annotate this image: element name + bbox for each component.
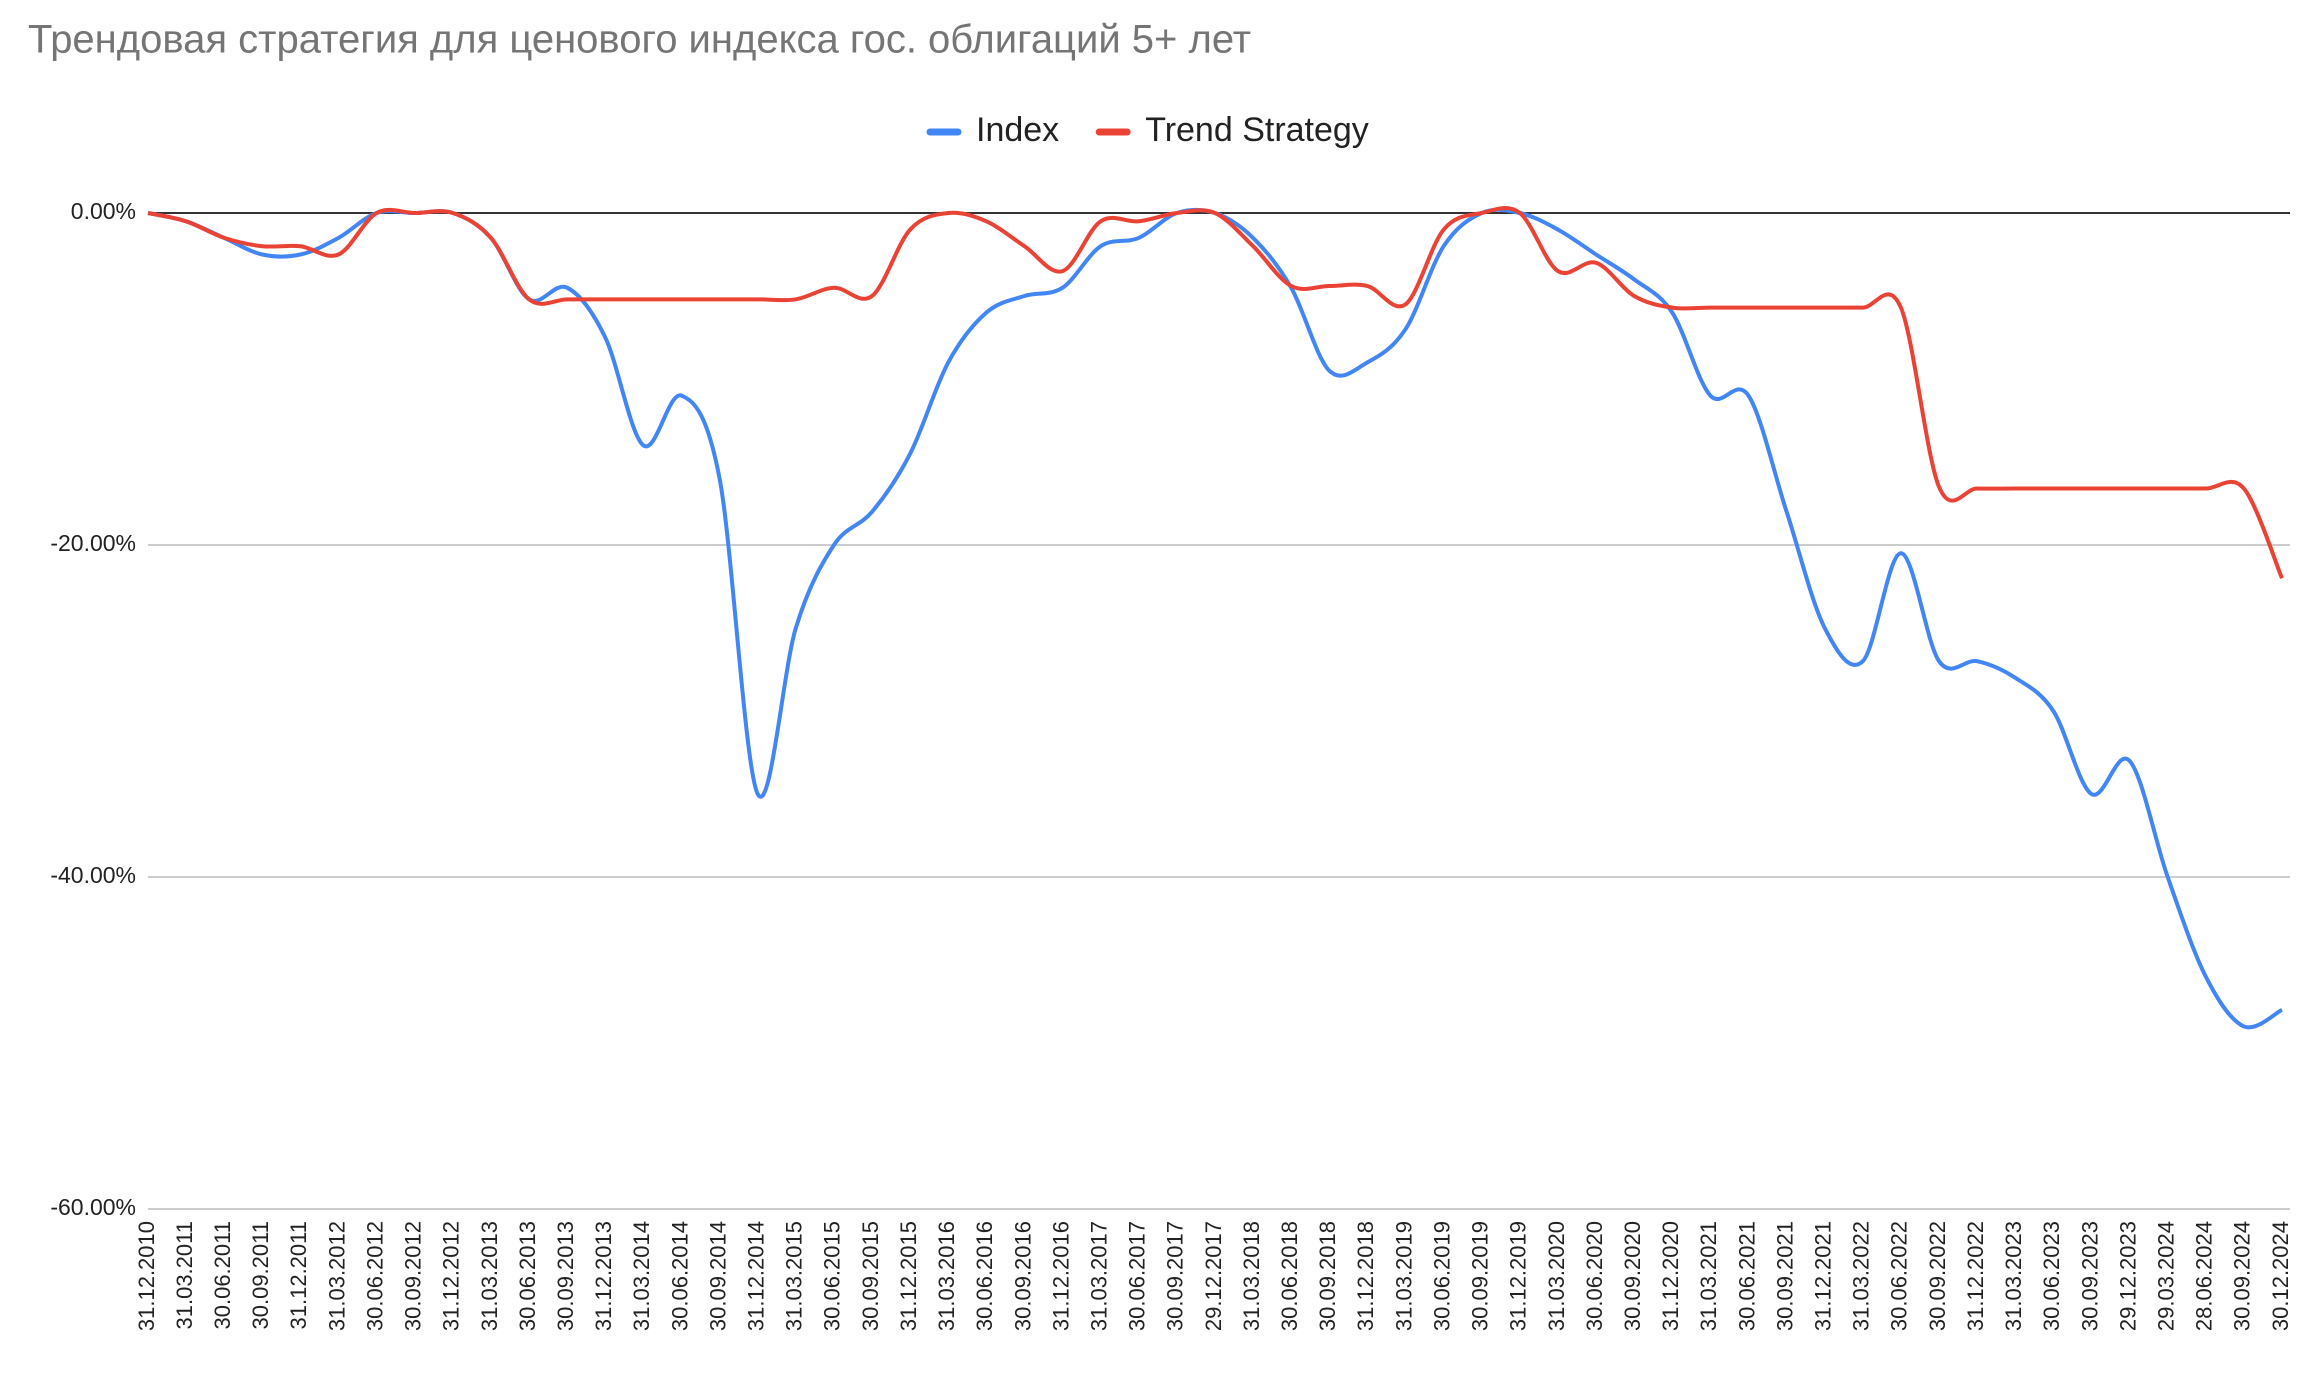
x-tick-label: 31.03.2015 (782, 1221, 807, 1331)
x-tick-label: 30.09.2016 (1010, 1221, 1035, 1331)
x-tick-label: 30.06.2019 (1429, 1221, 1454, 1331)
x-tick-label: 31.03.2016 (934, 1221, 959, 1331)
x-tick-label: 31.03.2018 (1239, 1221, 1264, 1331)
x-tick-label: 30.06.2020 (1582, 1221, 1607, 1331)
x-tick-label: 30.06.2012 (362, 1221, 387, 1331)
x-tick-label: 30.06.2022 (1887, 1221, 1912, 1331)
x-tick-label: 30.09.2022 (1925, 1221, 1950, 1331)
x-tick-label: 29.03.2024 (2153, 1221, 2178, 1331)
x-tick-label: 31.12.2015 (896, 1221, 921, 1331)
x-tick-label: 30.09.2015 (858, 1221, 883, 1331)
legend: Index Trend Strategy (926, 111, 1369, 149)
y-tick-label: -40.00% (50, 862, 136, 888)
x-tick-label: 30.06.2017 (1125, 1221, 1150, 1331)
x-tick-label: 31.03.2011 (172, 1221, 197, 1329)
x-tick-label: 30.09.2021 (1772, 1221, 1797, 1331)
x-tick-label: 30.09.2019 (1468, 1221, 1493, 1331)
x-tick-label: 30.09.2023 (2077, 1221, 2102, 1331)
x-tick-label: 31.12.2019 (1506, 1221, 1531, 1331)
x-tick-label: 30.06.2018 (1277, 1221, 1302, 1331)
x-tick-label: 30.09.2012 (401, 1221, 426, 1331)
y-tick-label: 0.00% (71, 198, 136, 224)
x-tick-label: 30.06.2021 (1734, 1221, 1759, 1331)
x-tick-label: 30.09.2011 (248, 1221, 273, 1329)
x-tick-label: 31.03.2012 (324, 1221, 349, 1331)
chart-title: Трендовая стратегия для ценового индекса… (28, 18, 1251, 62)
x-tick-label: 30.09.2020 (1620, 1221, 1645, 1331)
x-tick-label: 30.06.2011 (210, 1221, 235, 1329)
x-tick-label: 29.12.2017 (1201, 1221, 1226, 1331)
x-tick-label: 31.03.2023 (2001, 1221, 2026, 1331)
x-tick-label: 30.06.2015 (820, 1221, 845, 1331)
x-tick-label: 31.03.2014 (629, 1221, 654, 1331)
x-tick-label: 30.12.2024 (2268, 1221, 2293, 1331)
x-tick-label: 30.06.2013 (515, 1221, 540, 1331)
line-series (147, 206, 2284, 579)
x-tick-label: 29.12.2023 (2115, 1221, 2140, 1331)
legend-label: Index (976, 111, 1059, 149)
x-tick-label: 30.09.2024 (2230, 1221, 2255, 1331)
y-tick-label: -60.00% (50, 1194, 136, 1220)
x-tick-label: 28.06.2024 (2192, 1221, 2217, 1331)
x-tick-label: 31.12.2010 (134, 1221, 159, 1331)
x-tick-label: 31.03.2021 (1696, 1221, 1721, 1331)
x-tick-label: 30.06.2016 (972, 1221, 997, 1331)
x-tick-label: 31.12.2014 (744, 1221, 769, 1331)
x-tick-label: 31.03.2022 (1849, 1221, 1874, 1331)
x-tick-label: 30.09.2017 (1163, 1221, 1188, 1331)
x-tick-label: 31.12.2018 (1353, 1221, 1378, 1331)
x-tick-label: 31.03.2020 (1544, 1221, 1569, 1331)
x-tick-label: 31.12.2011 (286, 1221, 311, 1329)
x-tick-label: 31.12.2020 (1658, 1221, 1683, 1331)
x-tick-label: 31.12.2012 (439, 1221, 464, 1331)
x-tick-label: 30.09.2014 (705, 1221, 730, 1331)
x-tick-label: 31.03.2019 (1391, 1221, 1416, 1331)
x-tick-label: 31.03.2017 (1086, 1221, 1111, 1331)
x-tick-label: 31.12.2016 (1048, 1221, 1073, 1331)
y-tick-label: -20.00% (50, 530, 136, 556)
x-tick-label: 30.06.2023 (2039, 1221, 2064, 1331)
x-tick-label: 30.09.2018 (1315, 1221, 1340, 1331)
x-tick-label: 31.12.2021 (1811, 1221, 1836, 1331)
line-series (147, 207, 2283, 1030)
x-tick-label: 30.06.2014 (667, 1221, 692, 1331)
x-tick-label: 31.12.2013 (591, 1221, 616, 1331)
legend-label: Trend Strategy (1145, 111, 1369, 149)
x-tick-label: 31.03.2013 (477, 1221, 502, 1331)
x-tick-label: 31.12.2022 (1963, 1221, 1988, 1331)
x-tick-label: 30.09.2013 (553, 1221, 578, 1331)
